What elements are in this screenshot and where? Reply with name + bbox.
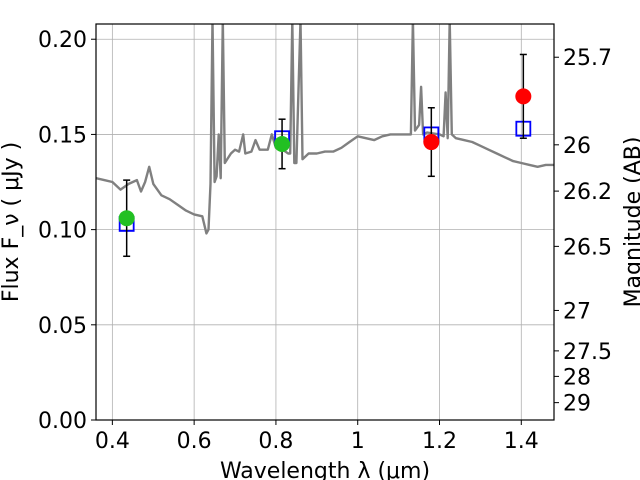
y-tick-label: 0.15 [38,123,87,148]
x-tick-label: 0.6 [177,429,212,454]
right-tick-label: 29 [563,392,591,417]
x-axis-label: Wavelength λ (μm) [220,459,430,480]
flux-point [515,88,532,105]
y-tick-label: 0.10 [38,219,87,244]
x-tick-label: 1.2 [422,429,457,454]
x-axis: 0.4 0.6 0.8 1 1.2 1.4 [95,420,539,454]
y-tick-label: 0.20 [38,28,87,53]
grid [96,24,554,421]
x-tick-label: 1.4 [504,429,539,454]
flux-point [423,134,440,151]
right-tick-label: 27 [563,299,591,324]
y-axis-label: Flux F_ν ( μJy ) [0,142,24,302]
plot-frame [95,23,555,421]
right-tick-label: 25.7 [563,46,612,71]
right-tick-label: 27.5 [563,340,612,365]
observed-photometry-series [118,53,532,258]
y-tick-label: 0.05 [38,314,87,339]
x-tick-label: 0.4 [95,429,130,454]
right-tick-label: 28 [563,365,591,390]
flux-point [274,135,291,152]
y-tick-label: 0.00 [38,409,87,434]
spectrum-line [96,24,554,235]
right-tick-label: 26.2 [563,180,612,205]
right-tick-label: 26 [563,134,591,159]
flux-point [118,210,135,227]
right-axis-label: Magnitude (AB) [621,137,640,308]
spectrum-series [96,24,554,235]
y-axis: 0.00 0.05 0.10 0.15 0.20 [38,28,96,434]
x-tick-label: 1 [351,429,365,454]
right-tick-label: 26.5 [563,235,612,260]
model-photometry-series [118,120,532,232]
x-tick-label: 0.8 [258,429,293,454]
